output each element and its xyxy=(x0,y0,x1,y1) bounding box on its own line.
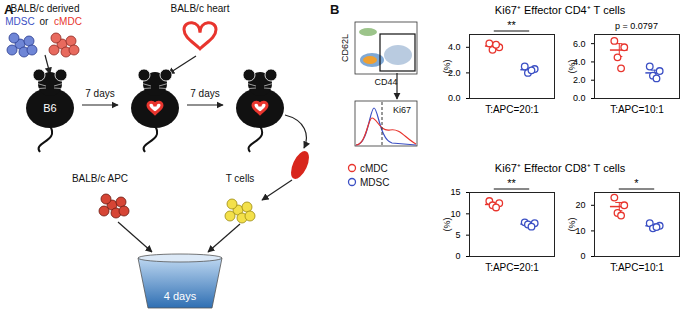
svg-text:BALB/c APC: BALB/c APC xyxy=(72,173,128,184)
svg-text:A: A xyxy=(4,2,14,17)
svg-text:cMDC: cMDC xyxy=(360,163,388,174)
svg-text:6.0: 6.0 xyxy=(573,39,586,49)
svg-text:20: 20 xyxy=(575,200,585,210)
svg-text:0.0: 0.0 xyxy=(573,93,586,103)
svg-text:0: 0 xyxy=(455,251,460,261)
svg-text:4.0: 4.0 xyxy=(448,42,461,52)
svg-text:CD62L: CD62L xyxy=(340,34,350,62)
svg-text:10: 10 xyxy=(450,209,460,219)
svg-text:2.0: 2.0 xyxy=(573,75,586,85)
svg-text:MDSC: MDSC xyxy=(5,16,34,27)
svg-text:p = 0.0797: p = 0.0797 xyxy=(615,21,658,31)
svg-text:BALB/c heart: BALB/c heart xyxy=(171,3,230,14)
svg-text:(%): (%) xyxy=(442,218,452,232)
svg-text:2.0: 2.0 xyxy=(448,67,461,78)
svg-text:(%): (%) xyxy=(567,218,577,232)
svg-text:4 days: 4 days xyxy=(164,290,197,302)
svg-text:7 days: 7 days xyxy=(85,88,114,99)
svg-text:T:APC=20:1: T:APC=20:1 xyxy=(485,104,539,115)
svg-text:**: ** xyxy=(507,177,516,189)
html-text:Ki67⁺ Effector CD4⁺ T cells: Ki67⁺ Effector CD4⁺ T cells xyxy=(494,4,626,16)
svg-text:*: * xyxy=(634,177,639,189)
svg-text:B6: B6 xyxy=(43,102,56,114)
svg-text:15: 15 xyxy=(450,187,460,197)
svg-text:MDSC: MDSC xyxy=(360,177,389,188)
svg-text:0.0: 0.0 xyxy=(448,93,461,103)
svg-text:(%): (%) xyxy=(442,60,452,74)
svg-text:T:APC=10:1: T:APC=10:1 xyxy=(610,104,664,115)
svg-text:BALB/c derived: BALB/c derived xyxy=(11,3,80,14)
svg-text:T:APC=10:1: T:APC=10:1 xyxy=(610,262,664,273)
svg-text:T:APC=20:1: T:APC=20:1 xyxy=(485,262,539,273)
svg-text:CD44: CD44 xyxy=(374,77,397,87)
svg-text:5: 5 xyxy=(455,230,460,240)
svg-text:10: 10 xyxy=(575,226,585,236)
html-text:Ki67⁺ Effector CD8⁺ T cells: Ki67⁺ Effector CD8⁺ T cells xyxy=(494,162,626,174)
svg-text:or: or xyxy=(40,16,50,27)
svg-text:cMDC: cMDC xyxy=(54,16,82,27)
svg-text:**: ** xyxy=(507,19,516,31)
svg-text:4.0: 4.0 xyxy=(573,56,586,67)
svg-text:(%): (%) xyxy=(567,60,577,74)
svg-text:B: B xyxy=(330,2,339,17)
svg-text:0: 0 xyxy=(580,251,585,261)
svg-text:7 days: 7 days xyxy=(190,88,219,99)
svg-text:Ki67: Ki67 xyxy=(393,105,411,115)
svg-text:T cells: T cells xyxy=(226,173,255,184)
